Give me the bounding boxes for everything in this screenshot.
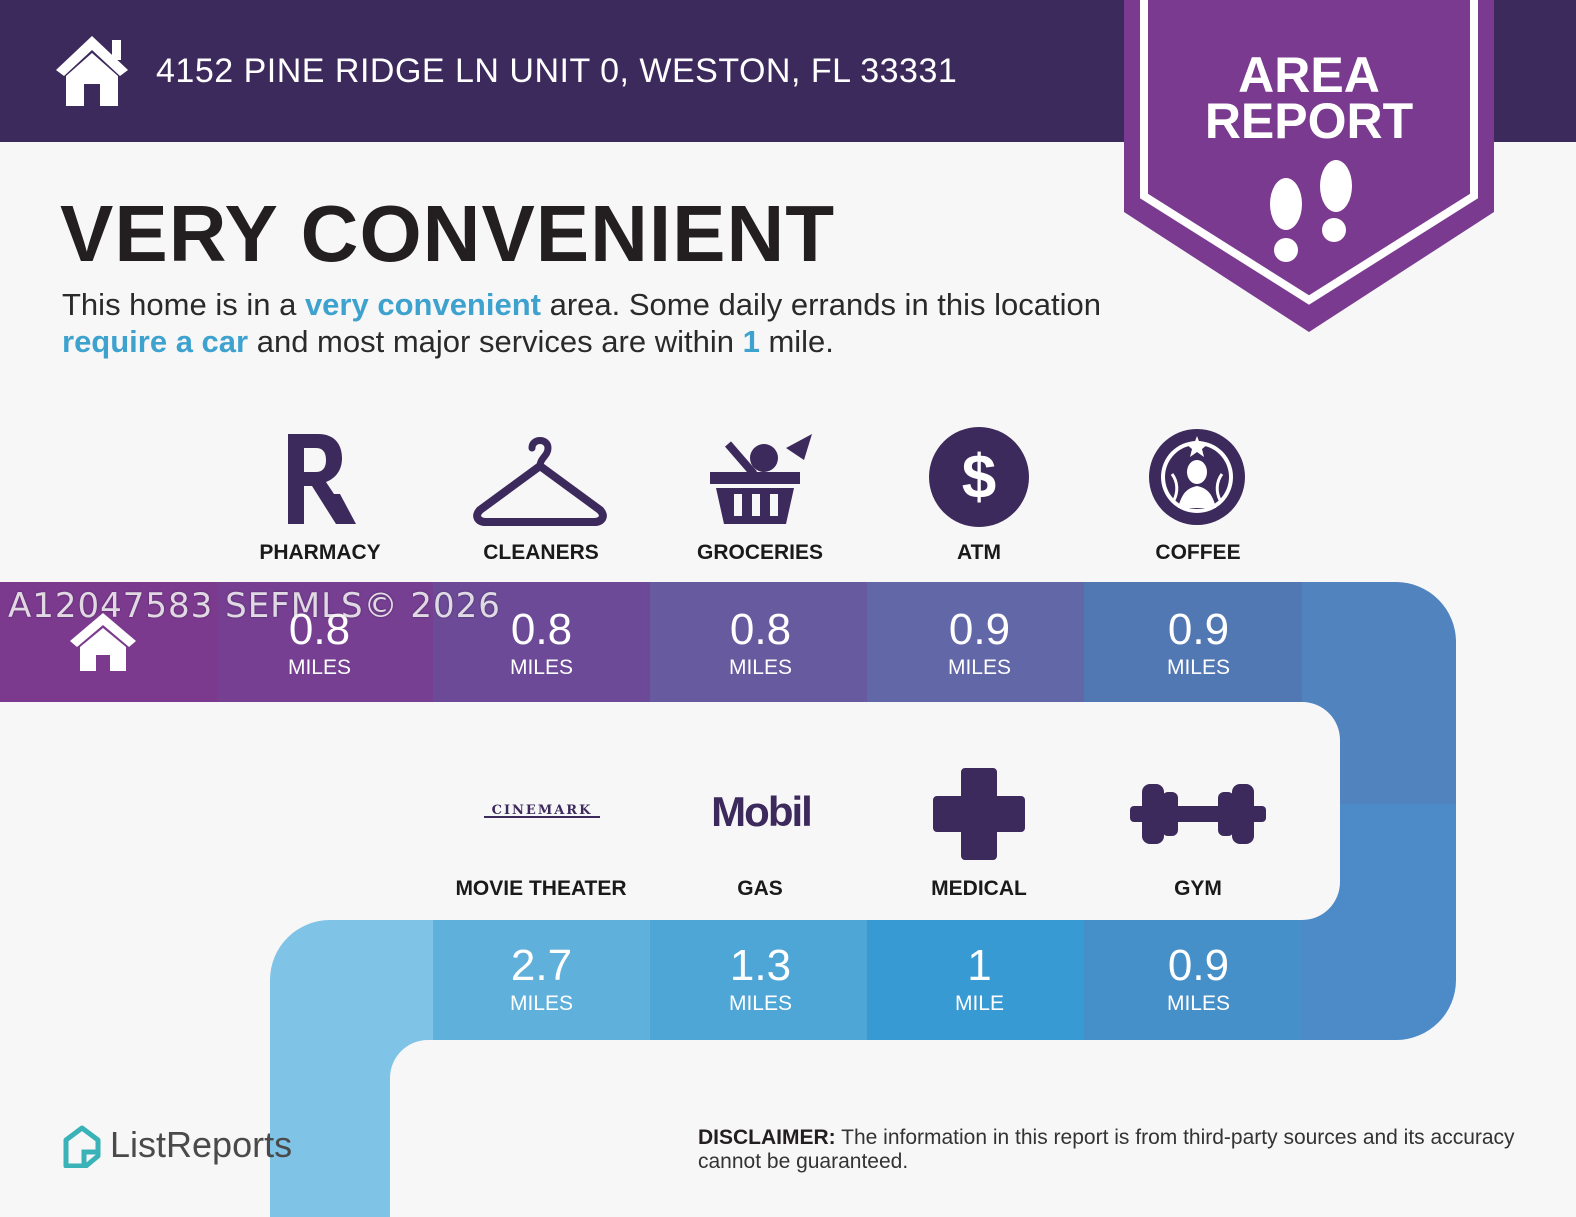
service-label-pharmacy: PHARMACY: [259, 541, 381, 564]
disclaimer: DISCLAIMER: The information in this repo…: [698, 1126, 1515, 1173]
property-address: 4152 PINE RIDGE LN UNIT 0, WESTON, FL 33…: [156, 52, 958, 90]
mls-watermark: A12047583 SEFMLS© 2026: [8, 586, 501, 626]
distance-gym: 0.9 MILES: [1166, 941, 1231, 1016]
distance-movie-theater: 2.7 MILES: [509, 941, 574, 1016]
footprints-icon: [1270, 160, 1352, 262]
mobil-logo-icon: Mobil: [711, 788, 813, 834]
service-label-medical: MEDICAL: [931, 877, 1027, 900]
medical-cross-icon: [933, 768, 1025, 860]
svg-text:$: $: [962, 443, 996, 512]
badge-title-line2: REPORT: [1204, 93, 1414, 149]
brand-name: ListReports: [110, 1124, 293, 1165]
distance-atm: 0.9 MILES: [947, 605, 1012, 680]
distance-gas: 1.3 MILES: [728, 941, 793, 1016]
listreports-logo-icon: [63, 1125, 101, 1168]
convenience-summary: This home is in a very convenient area. …: [62, 287, 1101, 359]
dollar-icon: $: [929, 427, 1029, 527]
svg-text:CINEMARK: CINEMARK: [492, 803, 593, 818]
distance-medical: 1 MILE: [954, 941, 1004, 1016]
service-label-gym: GYM: [1174, 877, 1222, 900]
rx-icon: [288, 434, 356, 524]
cinemark-logo-icon: CINEMARK: [484, 803, 600, 818]
service-label-groceries: GROCERIES: [696, 541, 824, 564]
badge-title-line1: AREA: [1238, 47, 1380, 103]
distance-coffee: 0.9 MILES: [1166, 605, 1231, 680]
page-title: VERY CONVENIENT: [60, 189, 836, 278]
distance-pharmacy: 0.8 MILES: [287, 605, 352, 680]
home-start-icon: [70, 613, 136, 671]
service-label-coffee: COFFEE: [1155, 541, 1241, 564]
distance-groceries: 0.8 MILES: [728, 605, 793, 680]
service-label-gas: GAS: [737, 877, 783, 900]
area-report-badge: AREA REPORT: [1124, 0, 1494, 332]
hanger-icon: [473, 437, 607, 526]
service-label-cleaners: CLEANERS: [483, 541, 599, 564]
dumbbell-icon: [1130, 784, 1266, 844]
distance-cleaners: 0.8 MILES: [509, 605, 574, 680]
starbucks-logo-icon: [1149, 429, 1245, 525]
home-icon: [56, 36, 128, 106]
grocery-basket-icon: [710, 434, 812, 524]
service-label-atm: ATM: [957, 541, 1001, 564]
svg-text:Mobil: Mobil: [711, 788, 811, 834]
service-label-movie-theater: MOVIE THEATER: [455, 877, 627, 900]
